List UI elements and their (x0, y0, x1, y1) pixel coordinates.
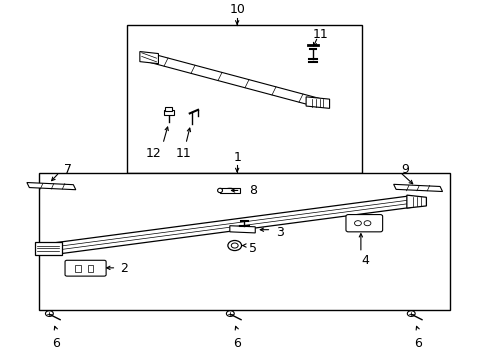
Bar (87, 265, 93, 272)
Text: 1: 1 (233, 151, 241, 164)
Text: 4: 4 (361, 255, 369, 267)
Ellipse shape (217, 188, 222, 193)
Text: 12: 12 (146, 147, 162, 159)
FancyBboxPatch shape (346, 215, 382, 232)
Polygon shape (406, 195, 426, 208)
Polygon shape (393, 184, 442, 192)
Text: 9: 9 (400, 163, 408, 176)
Polygon shape (35, 242, 61, 255)
Polygon shape (229, 226, 255, 233)
FancyBboxPatch shape (65, 260, 106, 276)
Bar (39, 173, 449, 310)
Text: 6: 6 (413, 337, 421, 350)
Text: 6: 6 (233, 337, 241, 350)
Text: 6: 6 (52, 337, 60, 350)
Polygon shape (27, 183, 76, 190)
Polygon shape (140, 51, 158, 64)
Text: 5: 5 (249, 242, 257, 255)
Polygon shape (147, 54, 319, 107)
Text: 3: 3 (276, 226, 284, 239)
Text: 10: 10 (229, 3, 244, 16)
Polygon shape (305, 97, 329, 108)
Text: 11: 11 (175, 147, 191, 159)
Bar (127, 25, 361, 173)
Bar (163, 110, 173, 115)
Bar (75, 265, 81, 272)
Text: 7: 7 (63, 163, 71, 176)
Bar (220, 188, 239, 193)
Ellipse shape (224, 188, 234, 193)
Text: 11: 11 (312, 28, 327, 41)
Text: 8: 8 (249, 184, 257, 197)
Bar (165, 107, 172, 111)
Text: 2: 2 (120, 262, 127, 275)
